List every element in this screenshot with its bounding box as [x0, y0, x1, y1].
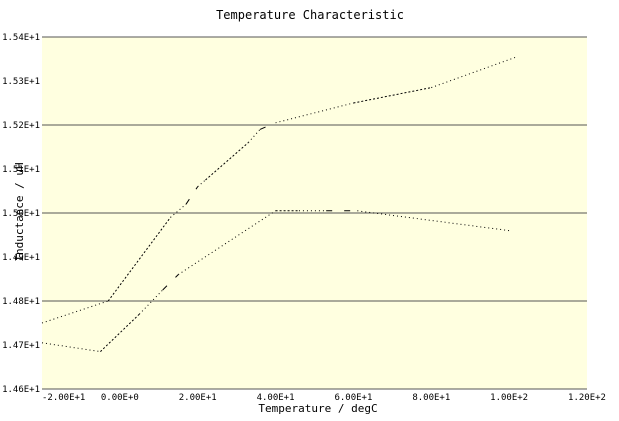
- series-segment: [177, 210, 276, 276]
- series-segment: [197, 179, 206, 187]
- y-tick-labels: 1.46E+1 1.47E+1 1.48E+1 1.49E+1 1.50E+1 1.51E…: [2, 33, 40, 395]
- chart-title: Temperature Characteristic: [216, 8, 404, 22]
- y-tick-label: 1.49E+1: [2, 253, 40, 263]
- series-segment: [138, 289, 164, 315]
- series-segment: [107, 217, 171, 302]
- y-tick-label: 1.48E+1: [2, 297, 40, 307]
- x-tick-label: 1.00E+2: [490, 393, 528, 403]
- series-layer: [41, 56, 518, 353]
- y-tick-label: 1.54E+1: [2, 33, 40, 43]
- x-tick-label: 4.00E+1: [257, 393, 295, 403]
- x-tick-label: 0.00E+0: [101, 393, 139, 403]
- series-segment: [247, 129, 261, 143]
- y-tick-label: 1.52E+1: [2, 121, 40, 131]
- x-tick-label: 2.00E+1: [179, 393, 217, 403]
- gridlines: [42, 36, 587, 390]
- series-line: [41, 210, 510, 353]
- y-tick-label: 1.46E+1: [2, 385, 40, 395]
- x-axis-label: Temperature / degC: [258, 402, 377, 415]
- series-segment: [259, 122, 276, 130]
- series-segment: [100, 313, 140, 352]
- x-tick-label: 8.00E+1: [412, 393, 450, 403]
- y-tick-label: 1.53E+1: [2, 77, 40, 87]
- x-tick-label: 1.20E+2: [568, 393, 606, 403]
- series-segment: [357, 210, 510, 232]
- series-line: [41, 56, 518, 324]
- x-tick-label: 6.00E+1: [334, 393, 372, 403]
- y-tick-label: 1.51E+1: [2, 165, 40, 175]
- series-segment: [353, 87, 432, 104]
- series-segment: [205, 142, 249, 181]
- y-tick-label: 1.50E+1: [2, 209, 40, 219]
- x-tick-labels: -2.00E+1 0.00E+0 2.00E+1 4.00E+1 6.00E+1 8.00…: [42, 393, 606, 403]
- x-tick-label: -2.00E+1: [42, 393, 85, 403]
- series-segment: [185, 186, 199, 205]
- y-axis-label: Inductance / uH: [13, 162, 26, 261]
- y-tick-label: 1.47E+1: [2, 341, 40, 351]
- series-segment: [162, 274, 179, 291]
- series-segment: [275, 102, 354, 124]
